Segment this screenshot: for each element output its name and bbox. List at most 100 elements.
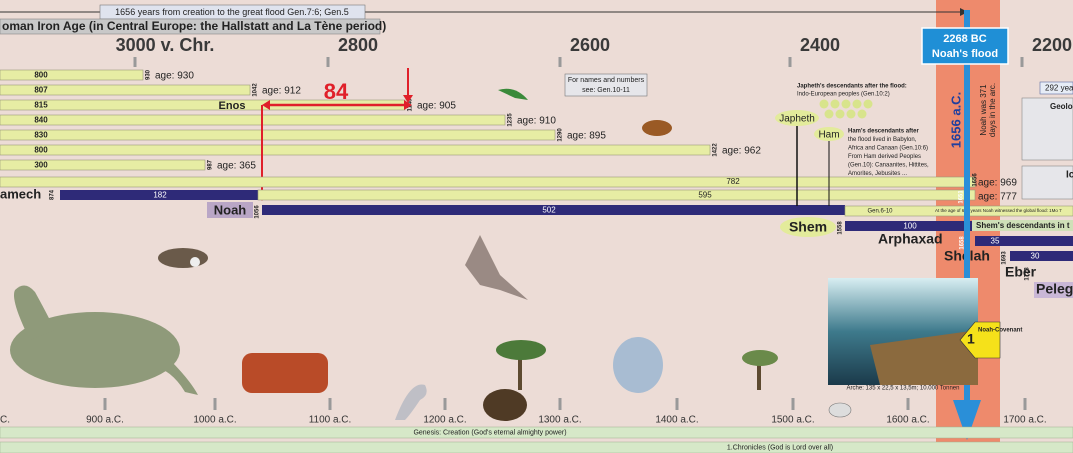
palm-bison-image [483, 340, 546, 421]
note: Ic [1066, 170, 1073, 181]
desc-label: Shem's descendants in t [976, 221, 1070, 230]
year-tick [213, 398, 217, 410]
bar-label: 100 [903, 222, 917, 231]
year-label: 1400 a.C. [655, 415, 698, 426]
year-label: 3000 v. Chr. [116, 35, 215, 55]
years-box [1039, 81, 1073, 95]
age-label: age: 962 [722, 146, 761, 157]
year-number: 874 [50, 189, 56, 200]
note: 292 yea [1045, 84, 1073, 93]
bar-label: 840 [34, 116, 48, 125]
bar-label: 800 [34, 71, 48, 80]
year-label: 2800 [338, 35, 378, 55]
info-text: see: Gen.10-11 [582, 87, 630, 94]
bar-label: 182 [153, 191, 167, 200]
name-label: Shem [789, 219, 827, 235]
name-label: Ham [818, 130, 839, 141]
noah-bar [262, 205, 845, 215]
sheep-image [828, 402, 852, 418]
era-text: oman Iron Age (in Central Europe: the Ha… [2, 19, 386, 33]
age-label: age: 895 [567, 131, 606, 142]
name-label: Eber [1005, 264, 1037, 280]
year-tick [1020, 57, 1024, 67]
note: Ham's descendants after [848, 129, 919, 135]
enos-label: Enos [219, 100, 246, 112]
year-number: 930 [146, 69, 152, 80]
parrot-image [498, 88, 528, 100]
life-bar [0, 129, 556, 141]
bar-label: 800 [34, 146, 48, 155]
year-number: 1658 [960, 236, 966, 250]
note: Indo-European peoples (Gen.10:2) [797, 92, 890, 98]
name-box [207, 202, 253, 218]
name-box [1034, 282, 1073, 298]
note: (Gen.10): Canaanites, Hittites, [848, 163, 929, 169]
year-number: 1723 [1025, 267, 1031, 281]
geology-box [1021, 97, 1073, 161]
note: Geolo [1050, 102, 1073, 111]
band-label: 1.Chronicles (God is Lord over all) [727, 444, 833, 451]
year-tick [443, 398, 447, 410]
year-tick [558, 57, 562, 67]
year-number: 1056 [255, 205, 261, 219]
bar-label: 502 [542, 206, 556, 215]
bar-label: 595 [698, 191, 712, 200]
year-label: C. [0, 415, 10, 426]
year-label: 1000 a.C. [193, 415, 236, 426]
year-number: 987 [208, 159, 214, 170]
year-tick [788, 57, 792, 67]
flood-date: 1656 a.C. [948, 92, 963, 148]
note: days in the arc. [988, 83, 997, 137]
desc-box [972, 220, 1073, 231]
note: Amorites, Jebusites ... [848, 171, 907, 177]
year-tick [103, 398, 107, 410]
eagle-image [158, 248, 208, 268]
year-number: 1290 [558, 128, 564, 142]
life-bar [0, 159, 206, 171]
year-tick [906, 398, 910, 410]
note: Africa and Canaan (Gen.10:6) [848, 146, 928, 152]
chronicles-band [0, 441, 1073, 453]
year-number: 1422 [713, 143, 719, 157]
lamech-bar-rest [257, 189, 976, 201]
covenant-box [959, 321, 1001, 359]
bar-label: 815 [34, 101, 48, 110]
year-label: 1700 a.C. [1003, 415, 1046, 426]
bar-label: 300 [34, 161, 48, 170]
name-label: Arphaxad [878, 231, 943, 247]
info-text: For names and numbers [568, 77, 645, 84]
year-label: 1100 a.C. [309, 415, 352, 426]
age-label: age: 930 [155, 71, 194, 82]
year-label: 2400 [800, 35, 840, 55]
shelah-bar [1010, 251, 1073, 261]
age-label: age: 905 [417, 101, 456, 112]
band-label: Genesis: Creation (God's eternal almight… [413, 429, 566, 436]
age-label: age: 777 [978, 192, 1017, 203]
year-label: 2200 [1032, 35, 1072, 55]
note: From Ham derived Peoples [848, 154, 921, 160]
figure-image [613, 337, 663, 393]
note: Japheth's descendants after the flood: [797, 84, 907, 90]
life-bar [0, 144, 711, 156]
name-bubble [775, 110, 819, 126]
genesis-band [0, 426, 1073, 439]
name-bubble [814, 127, 844, 141]
year-label: 1500 a.C. [771, 415, 814, 426]
year-number: 1558 [838, 221, 844, 235]
peoples-dots [819, 99, 873, 119]
name-label: Peleg [1036, 281, 1073, 297]
ark-hull [870, 330, 978, 385]
flood-arrow [964, 10, 970, 410]
year-label: 900 a.C. [86, 415, 124, 426]
year-number: 1042 [253, 83, 259, 97]
flood-box [921, 27, 1009, 65]
bar-label: 35 [991, 237, 1000, 246]
info-box [564, 73, 648, 97]
year-tick [328, 398, 332, 410]
age-label: age: 912 [262, 86, 301, 97]
year-tick [133, 57, 137, 67]
year-tick [1023, 398, 1027, 410]
bar-label: Gen.6-10 [867, 209, 893, 215]
bar-label: 807 [34, 86, 48, 95]
